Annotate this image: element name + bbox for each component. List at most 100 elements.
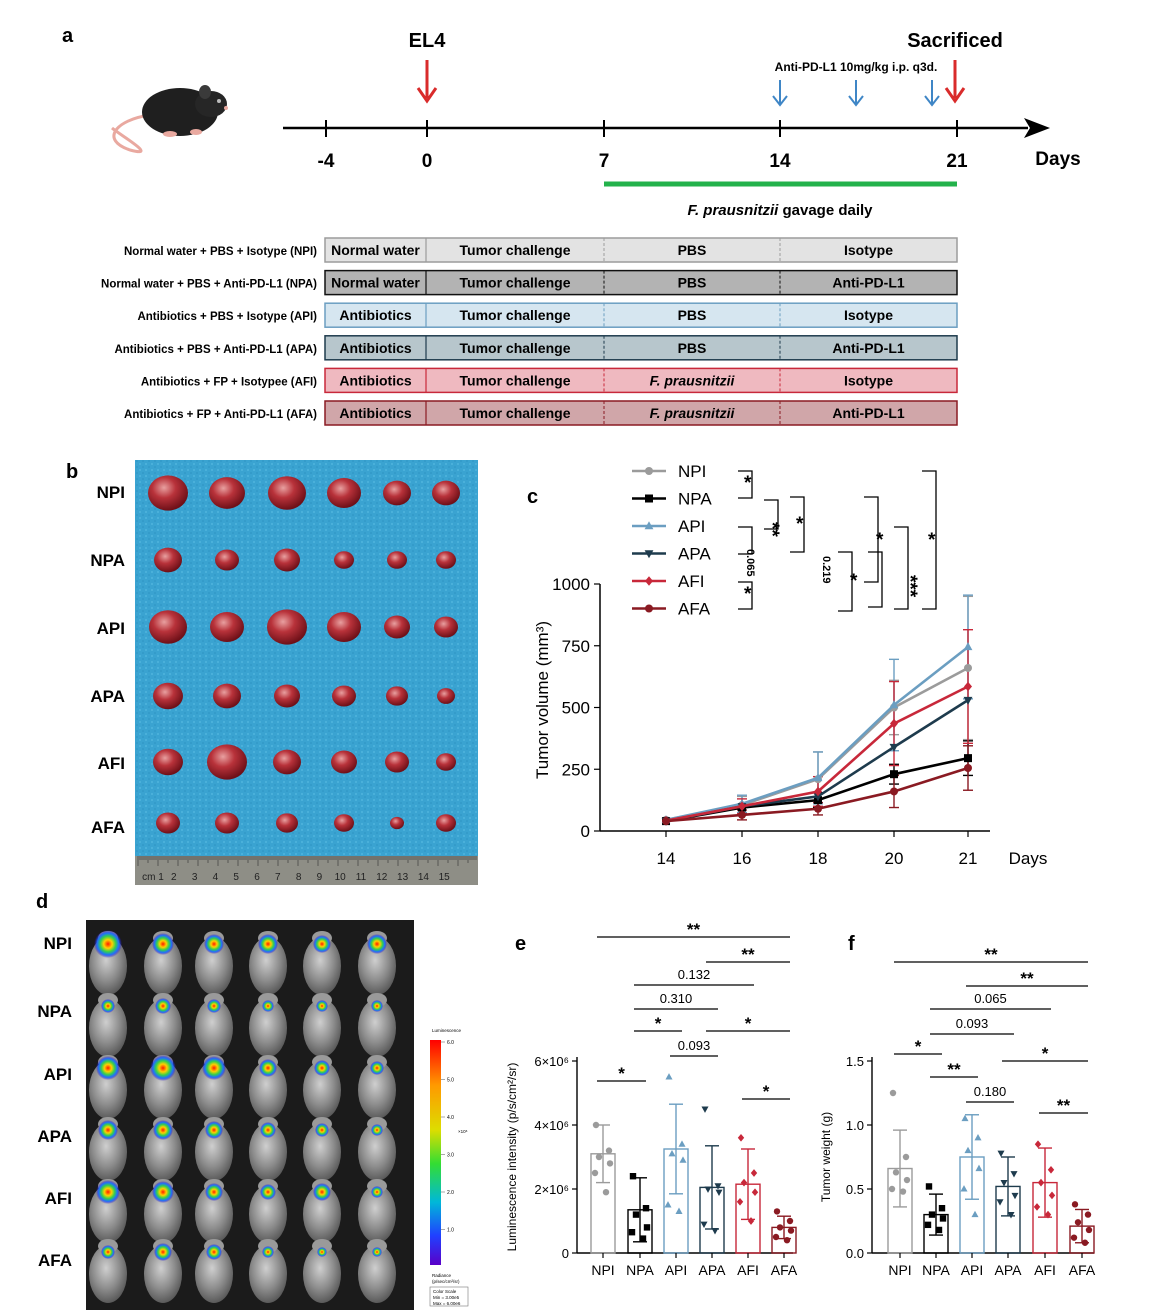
y-tick-label: 250 [562,760,590,779]
significance-label: * [1042,1044,1049,1063]
mouse-image [89,930,127,995]
tumor [436,753,456,771]
data-point [935,1226,943,1234]
mouse-image [249,1117,287,1181]
mouse-image [195,1239,233,1303]
y-tick-label: 500 [562,699,590,718]
significance-label: 0.219 [820,556,832,584]
group-row: Antibiotics + FP + Isotypee (AFI) Antibio… [141,367,958,394]
mouse-image [144,1239,182,1303]
group-name: Antibiotics + PBS + Isotype (API) [137,311,317,323]
row-label: APA [37,1127,72,1146]
group-schedule-table: Normal water + PBS + Isotype (NPI) Normal… [101,237,958,426]
gavage-treatment-label: F. prausnitzii [650,372,736,388]
x-tick-label: AFA [771,1262,798,1278]
gavage-label: F. prausnitzii gavage daily [687,202,873,219]
luminescence-spot [206,1244,222,1260]
group-bar [324,269,958,296]
group-bar [324,400,958,426]
ruler-marks: cm 1 2 3 4 5 6 7 8 9 10 11 12 13 14 15 [137,856,477,883]
data-point [938,1205,946,1212]
antibody-label: Isotype [844,307,893,323]
data-point [1048,1191,1056,1200]
significance-label: * [928,530,936,551]
mouse-image [195,1117,233,1181]
data-point [964,681,972,692]
colorbar-tick-label: 2.0 [447,1190,454,1196]
challenge-label: Tumor challenge [460,372,571,388]
luminescence-spot [96,1180,120,1204]
data-point [1071,1201,1079,1208]
y-tick-label: 1.5 [846,1054,864,1069]
x-tick-label: NPI [888,1262,911,1278]
tumor [384,615,410,639]
data-point [903,1176,911,1184]
tick-label: 0 [422,151,433,172]
data-point [974,1133,982,1141]
data-point [592,1121,600,1129]
el4-label: EL4 [409,30,447,52]
antibody-label: Anti-PD-L1 [832,405,905,421]
antibody-label: Isotype [844,372,893,388]
data-point [605,1147,613,1154]
tumor [387,551,407,569]
treatment-label: Anti-PD-L1 10mg/kg i.p. q3d. [775,60,938,74]
tumor [209,477,245,509]
data-point [975,1164,983,1172]
data-point [751,1188,759,1197]
data-point [740,1178,748,1187]
luminescence-bar-chart: 0 2×10⁶ 4×10⁶ 6×10⁶ Luminescence intensity (… [505,920,798,1278]
tumor [334,814,354,832]
pre-treatment-label: Normal water [331,275,420,291]
data-point [963,642,973,651]
mouse-image [144,1055,182,1119]
data-point [1070,1234,1078,1241]
luminescence-spot [367,934,387,954]
data-point [814,786,822,797]
mouse-image [249,1239,287,1303]
luminescence-spot [262,1246,274,1258]
x-tick-label: 14 [657,849,676,868]
data-point [1000,1180,1008,1187]
legend-marker [645,467,653,475]
tumor [267,609,307,645]
luminescence-spot [94,930,122,958]
significance-label: ** [741,945,755,964]
data-point [961,1114,969,1122]
luminescence-spot [317,1247,327,1257]
panel-letter-e: e [515,933,526,955]
legend-label: NPA [678,490,712,509]
data-point [971,1210,979,1218]
mouse-image [358,931,396,995]
days-label: Days [1035,149,1080,170]
luminescence-spot [202,1056,226,1080]
challenge-label: Tumor challenge [460,340,571,356]
ruler-number: 4 [213,872,219,883]
data-point [1007,1212,1015,1219]
units-text: Radiance [432,1273,452,1278]
panel-f: f 0.0 0.5 1.0 1.5 Tumor weight (g) NPI NPA API A… [819,933,1096,1278]
data-point [787,1227,795,1234]
data-point [704,1186,712,1193]
data-point [960,1185,968,1192]
mouse-image [195,1055,233,1119]
colorbar-exponent: ×10⁶ [458,1129,468,1134]
data-point [889,700,899,709]
legend-label: AFA [678,600,711,619]
tumor [390,816,404,830]
mouse-image [303,931,341,995]
panel-c: c 0 250 500 750 1000 14 16 18 20 21 Days Tumor volu… [527,462,1047,868]
y-tick-label: 6×10⁶ [534,1054,569,1069]
luminescence-spot [205,1121,223,1139]
data-point [964,754,972,763]
tumor [213,683,241,709]
group-row: Antibiotics + PBS + Anti-PD-L1 (APA) Anti… [114,335,958,361]
legend-marker [645,604,653,613]
data-point [700,1221,708,1229]
group-name: Normal water + PBS + Isotype (NPI) [124,246,317,258]
tumor [434,616,458,638]
data-point [1081,1239,1089,1246]
significance-label: *** [899,575,920,598]
panel-letter-a: a [62,25,74,47]
data-point [889,1089,897,1097]
